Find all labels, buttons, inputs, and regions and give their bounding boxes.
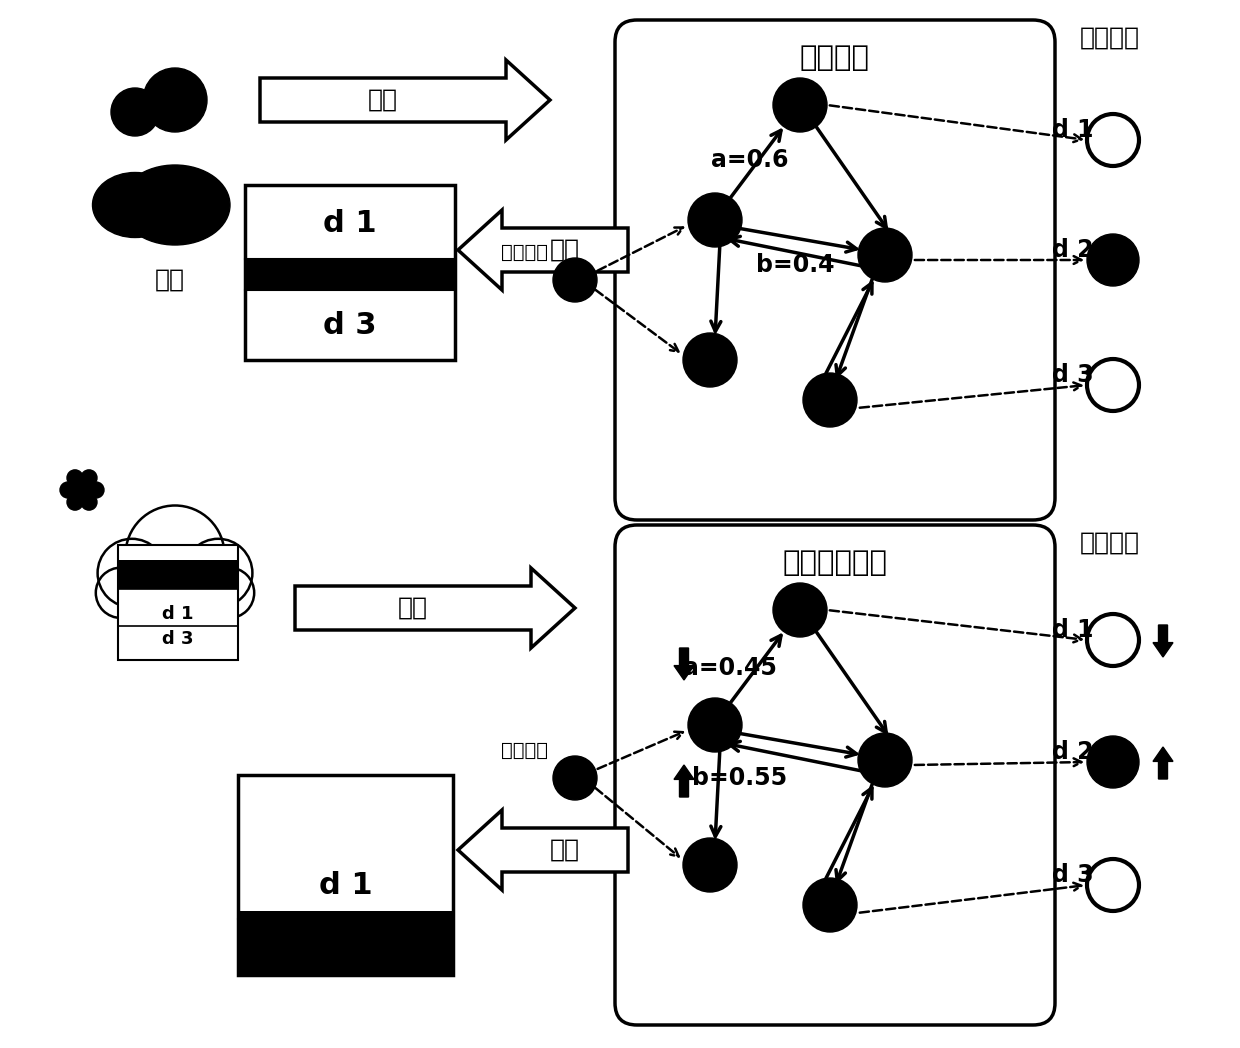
Circle shape (1087, 736, 1140, 788)
Circle shape (858, 228, 911, 282)
Circle shape (804, 373, 857, 427)
Text: d 1: d 1 (324, 209, 377, 238)
Circle shape (81, 494, 97, 510)
Polygon shape (260, 60, 551, 140)
Bar (246, 259, 455, 290)
Text: 查询信息: 查询信息 (501, 242, 548, 262)
Text: d 2: d 2 (1053, 238, 1094, 262)
Polygon shape (458, 210, 627, 290)
Circle shape (1087, 114, 1140, 166)
Circle shape (683, 838, 737, 892)
Circle shape (98, 539, 166, 607)
Polygon shape (675, 765, 694, 796)
FancyBboxPatch shape (615, 20, 1055, 520)
Bar (238, 776, 453, 975)
Text: 反馈: 反馈 (398, 596, 428, 620)
Text: d 3: d 3 (324, 310, 377, 340)
Text: 查询: 查询 (368, 88, 398, 112)
Text: a=0.6: a=0.6 (712, 148, 789, 172)
Text: d 3: d 3 (162, 630, 193, 649)
Circle shape (67, 494, 83, 510)
Circle shape (88, 482, 104, 498)
FancyBboxPatch shape (615, 525, 1055, 1025)
Text: 推送: 推送 (551, 838, 580, 863)
Polygon shape (1153, 747, 1173, 779)
Text: 推送: 推送 (551, 238, 580, 262)
Ellipse shape (93, 173, 177, 238)
Text: 用户: 用户 (155, 268, 185, 292)
Text: d 1: d 1 (1053, 618, 1094, 642)
Circle shape (1087, 614, 1140, 665)
Bar (118, 560, 238, 589)
Text: d 3: d 3 (1053, 363, 1094, 387)
Text: 优化知识图谱: 优化知识图谱 (782, 549, 888, 577)
Circle shape (125, 505, 224, 605)
Text: d 1: d 1 (319, 871, 372, 899)
Text: d 1: d 1 (1053, 118, 1094, 141)
Bar (238, 911, 453, 975)
Polygon shape (458, 810, 627, 890)
Ellipse shape (120, 165, 229, 245)
Circle shape (141, 573, 210, 641)
Text: d 1: d 1 (162, 605, 193, 623)
Circle shape (553, 258, 596, 302)
Text: 候选答案: 候选答案 (1080, 26, 1140, 50)
Circle shape (184, 539, 253, 607)
Bar (246, 185, 455, 361)
Circle shape (122, 571, 179, 629)
Circle shape (858, 733, 911, 787)
Text: 查询信息: 查询信息 (501, 741, 548, 760)
Text: d 2: d 2 (1053, 740, 1094, 764)
Circle shape (1087, 359, 1140, 411)
Text: a=0.45: a=0.45 (683, 656, 777, 680)
Circle shape (67, 470, 83, 486)
Circle shape (95, 568, 146, 618)
Text: d 3: d 3 (319, 933, 372, 961)
Circle shape (81, 470, 97, 486)
Circle shape (553, 756, 596, 800)
Circle shape (1087, 859, 1140, 911)
Text: 知识图谱: 知识图谱 (800, 44, 870, 72)
Polygon shape (675, 648, 694, 680)
Circle shape (773, 78, 827, 132)
Polygon shape (1153, 625, 1173, 657)
Circle shape (203, 568, 254, 618)
Circle shape (1087, 234, 1140, 286)
Circle shape (143, 68, 207, 132)
Text: b=0.55: b=0.55 (692, 766, 787, 790)
Circle shape (60, 482, 76, 498)
Circle shape (74, 482, 91, 498)
Circle shape (171, 571, 229, 629)
Bar (118, 545, 238, 660)
Circle shape (688, 193, 742, 247)
Text: b=0.4: b=0.4 (755, 253, 835, 277)
Circle shape (112, 88, 159, 136)
Circle shape (688, 698, 742, 752)
Circle shape (773, 583, 827, 637)
Polygon shape (295, 568, 575, 648)
Text: 候选答案: 候选答案 (1080, 531, 1140, 555)
Text: d 3: d 3 (1053, 863, 1094, 887)
Circle shape (804, 878, 857, 932)
Circle shape (683, 333, 737, 387)
